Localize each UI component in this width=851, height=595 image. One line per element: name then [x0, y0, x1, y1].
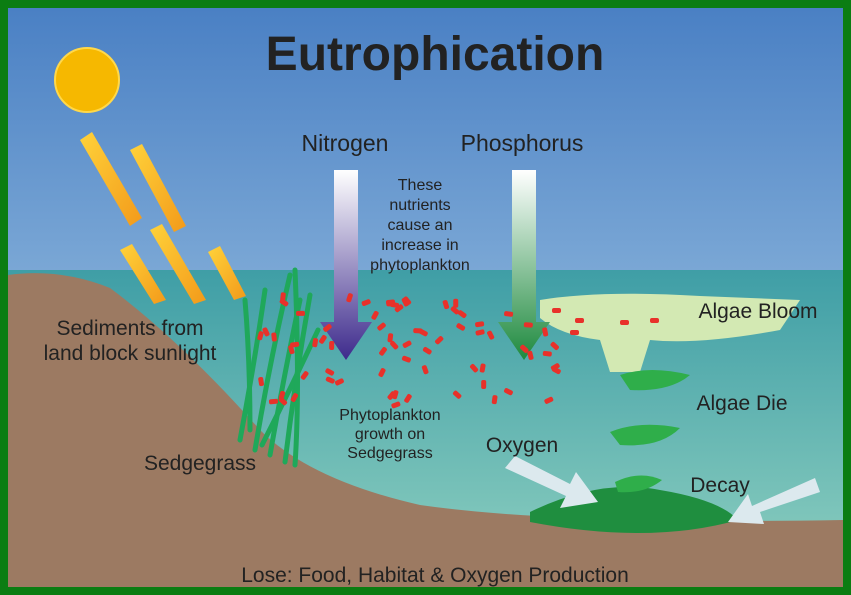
speck [450, 306, 460, 315]
speck [650, 318, 659, 323]
speck [421, 365, 429, 375]
speck [435, 336, 444, 345]
text-line: These [398, 177, 443, 194]
speck [620, 320, 629, 325]
speck [453, 298, 459, 308]
speck [422, 346, 432, 355]
speck [325, 376, 335, 384]
speck [257, 331, 264, 341]
sedgegrass-label: Sedgegrass [144, 452, 256, 475]
land [8, 273, 843, 587]
speck [504, 311, 514, 317]
speck [329, 340, 335, 350]
text-line: cause an [388, 217, 453, 234]
speck [325, 368, 335, 376]
speck [552, 308, 561, 313]
speck [470, 364, 479, 373]
sunbeams [80, 132, 246, 304]
text-line: land block sunlight [44, 342, 217, 365]
speck [550, 341, 559, 350]
speck [288, 345, 295, 355]
oxygen-arrows [505, 456, 820, 524]
speck [442, 300, 450, 310]
dying-algae [610, 370, 690, 493]
speck [575, 318, 584, 323]
speck [390, 341, 399, 350]
speck [371, 310, 379, 320]
speck [457, 310, 467, 318]
algae-bloom [540, 293, 800, 372]
speck [491, 395, 498, 405]
speck [361, 299, 371, 306]
speck [387, 333, 394, 343]
speck [456, 323, 466, 331]
speck [402, 340, 412, 348]
speck [481, 379, 487, 389]
text-line: phytoplankton [370, 257, 470, 274]
speck [394, 304, 404, 313]
algae-die-label: Algae Die [696, 392, 787, 415]
speck [268, 398, 279, 405]
speck [475, 329, 485, 336]
speck [487, 330, 495, 340]
speck [542, 327, 549, 337]
text-line: growth on [355, 426, 425, 443]
speck [527, 350, 534, 360]
speck [503, 388, 513, 396]
speck [262, 327, 270, 337]
speck [542, 350, 552, 357]
algae-bloom-label: Algae Bloom [698, 300, 817, 323]
speck [523, 322, 533, 328]
title: Eutrophication [266, 28, 605, 81]
speck [544, 396, 554, 404]
speck [312, 338, 319, 348]
speck [401, 355, 411, 363]
sun [54, 47, 120, 113]
speck [295, 310, 305, 316]
speck [479, 363, 486, 373]
speck [377, 322, 386, 331]
speck [386, 299, 396, 305]
text-line: Sediments from [56, 317, 203, 340]
speck [279, 298, 289, 307]
text-line: increase in [381, 237, 458, 254]
speck [387, 391, 396, 400]
speck [300, 371, 309, 380]
speck [323, 324, 332, 332]
speck [401, 297, 409, 307]
phytoplankton [257, 292, 659, 409]
speck [290, 393, 299, 403]
speck [452, 390, 462, 399]
speck [520, 344, 529, 353]
nitrogen-label: Nitrogen [302, 130, 389, 156]
speck [278, 397, 288, 406]
speck [570, 330, 579, 335]
phosphorus-arrow [498, 170, 550, 360]
speck [334, 378, 344, 386]
text-line: Phytoplankton [339, 407, 440, 424]
text-line: nutrients [389, 197, 450, 214]
speck [551, 366, 561, 375]
text-line: Sedgegrass [347, 445, 432, 462]
speck [258, 376, 264, 387]
speck [378, 368, 386, 377]
nitrogen-arrow [320, 170, 372, 360]
growth-label: Phytoplankton growth on Sedgegrass [339, 407, 440, 462]
footer: Lose: Food, Habitat & Oxygen Production [241, 564, 629, 587]
speck [271, 332, 277, 342]
phosphorus-label: Phosphorus [461, 130, 584, 156]
speck [391, 401, 401, 409]
speck [379, 347, 387, 356]
oxygen-label: Oxygen [486, 434, 558, 457]
nutrient-note: These nutrients cause an increase in phytopl… [370, 177, 470, 274]
speck [346, 293, 353, 303]
speck [319, 335, 327, 344]
decay-label: Decay [690, 474, 750, 497]
speck [413, 328, 423, 334]
speck [404, 394, 412, 403]
speck [475, 321, 485, 328]
